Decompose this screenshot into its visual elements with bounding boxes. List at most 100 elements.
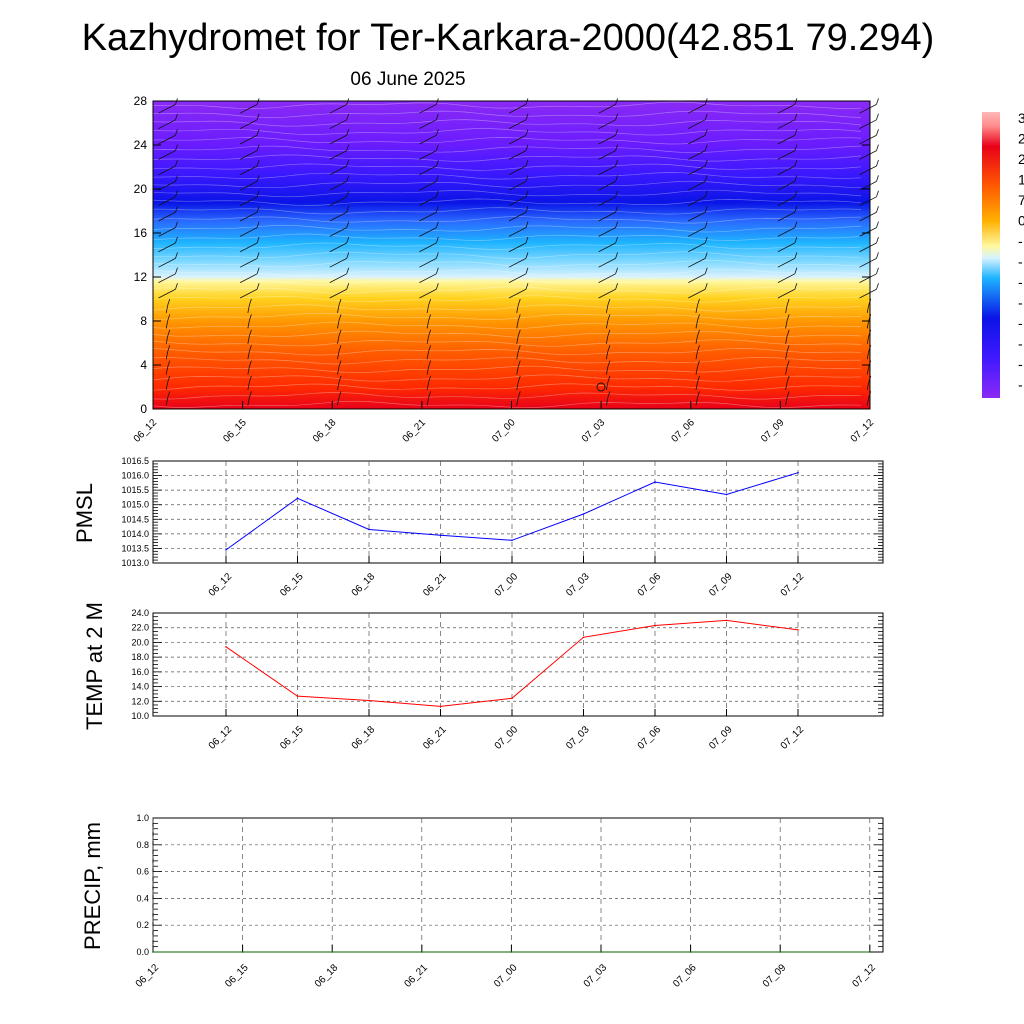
wind-barb xyxy=(508,221,529,237)
figure-title: Kazhydromet for Ter-Karkara-2000(42.851 … xyxy=(82,17,935,59)
x-tick-label: 06_15 xyxy=(278,724,306,752)
contour-line xyxy=(152,286,862,294)
y-tick-label: 20 xyxy=(134,182,148,196)
contour-line xyxy=(152,119,862,127)
y-tick-label: 12.0 xyxy=(131,696,149,706)
x-tick-label: 06_18 xyxy=(313,962,341,990)
contour-line xyxy=(152,154,862,162)
wind-barb xyxy=(777,283,798,299)
temp-data-point xyxy=(296,695,299,697)
x-tick-label: 07_00 xyxy=(493,724,521,752)
wind-barb xyxy=(329,190,350,206)
wind-barb xyxy=(785,360,790,375)
contour-line xyxy=(152,400,862,409)
wind-barb xyxy=(598,113,618,129)
wind-barb xyxy=(165,329,171,344)
y-tick-label: 14.0 xyxy=(131,682,149,692)
y-tick-label: 1013.0 xyxy=(121,558,149,568)
wind-barb xyxy=(516,314,521,329)
pmsl-data-point xyxy=(654,481,656,483)
precip-data-point xyxy=(331,951,334,953)
contour-line xyxy=(152,365,862,374)
wind-barb xyxy=(785,329,790,344)
precip-data-point xyxy=(241,951,244,953)
cross-section-field xyxy=(153,101,870,409)
pmsl-panel: PMSL 1013.0 1013.5 1014.0 1014.5 1015.0 1015.… xyxy=(72,456,884,599)
x-tick-label: 07_06 xyxy=(669,417,697,445)
x-tick-label: 06_18 xyxy=(350,724,378,752)
y-tick-label: 1013.5 xyxy=(121,543,149,553)
y-tick-label: 0 xyxy=(140,402,147,416)
wind-barb xyxy=(329,113,350,129)
x-tick-label: 07_09 xyxy=(707,724,735,752)
wind-barb xyxy=(859,129,879,145)
wind-barb xyxy=(859,252,879,268)
wind-barb xyxy=(508,113,529,129)
contour-line xyxy=(152,207,862,215)
wind-barb xyxy=(508,175,529,191)
contour-line xyxy=(152,277,862,286)
wind-barb xyxy=(165,375,171,391)
wind-barb xyxy=(516,345,521,360)
wind-barb xyxy=(419,129,439,145)
temp-frame xyxy=(152,612,884,717)
colorbar-label: 0 xyxy=(1018,213,1024,229)
wind-barb xyxy=(785,298,790,314)
colorbar-label: - xyxy=(1018,274,1023,290)
wind-barb xyxy=(329,175,350,191)
wind-barb xyxy=(426,391,432,406)
pmsl-series-line xyxy=(225,472,799,551)
precip-data-point xyxy=(152,951,154,953)
wind-barb xyxy=(239,221,260,237)
wind-barb xyxy=(598,267,618,283)
wind-barb xyxy=(777,159,798,176)
wind-barb xyxy=(688,113,708,129)
wind-barb xyxy=(239,283,260,299)
wind-barb xyxy=(605,391,611,406)
wind-barb xyxy=(329,267,350,283)
colorbar-labels: 3 2 2 1 7 0 - - - - - - - - xyxy=(1018,110,1024,393)
wind-barb xyxy=(158,190,178,206)
x-tick-label: 07_12 xyxy=(779,724,807,752)
wind-barb xyxy=(695,391,700,406)
x-tick-label: 06_18 xyxy=(350,571,378,599)
wind-barb xyxy=(605,375,611,391)
colorbar-label: - xyxy=(1018,377,1023,393)
pmsl-frame xyxy=(152,460,884,564)
wind-barb xyxy=(516,391,521,406)
wind-barb xyxy=(337,298,342,314)
wind-barb xyxy=(598,221,618,237)
wind-barb xyxy=(508,190,529,206)
contour-line xyxy=(152,172,862,180)
precip-panel: PRECIP, mm 0.0 0.2 0.4 0.6 0.8 1.0 06_12 06_15 0… xyxy=(80,813,884,990)
wind-barb xyxy=(337,375,342,391)
precip-frame xyxy=(152,817,884,953)
colorbar-bar xyxy=(982,112,1000,398)
contour-line xyxy=(152,295,862,303)
colorbar-label: 7 xyxy=(1018,192,1024,208)
wind-barb xyxy=(337,329,342,344)
wind-barb xyxy=(508,206,529,222)
y-tick-label: 0.4 xyxy=(136,893,149,903)
wind-barb xyxy=(777,236,798,253)
contour-line xyxy=(152,242,862,250)
wind-barb xyxy=(859,159,879,176)
colorbar-label: - xyxy=(1018,356,1023,372)
x-tick-label: 07_09 xyxy=(707,571,735,599)
x-tick-label: 07_06 xyxy=(636,571,664,599)
contour-line xyxy=(152,330,862,338)
wind-barb xyxy=(785,345,790,360)
x-tick-label: 06_15 xyxy=(278,571,306,599)
precip-data-point xyxy=(510,951,513,953)
x-tick-label: 07_00 xyxy=(490,417,518,445)
y-tick-label: 28 xyxy=(134,94,148,108)
y-tick-label: 1.0 xyxy=(136,813,149,823)
y-tick-label: 1016.5 xyxy=(121,456,149,466)
contour-line xyxy=(152,348,862,356)
wind-barb xyxy=(688,221,708,237)
wind-barb xyxy=(239,129,260,145)
contour-lines xyxy=(152,101,862,409)
wind-barb xyxy=(688,267,708,283)
y-tick-label: 1014.5 xyxy=(121,514,149,524)
wind-barb xyxy=(158,129,178,145)
